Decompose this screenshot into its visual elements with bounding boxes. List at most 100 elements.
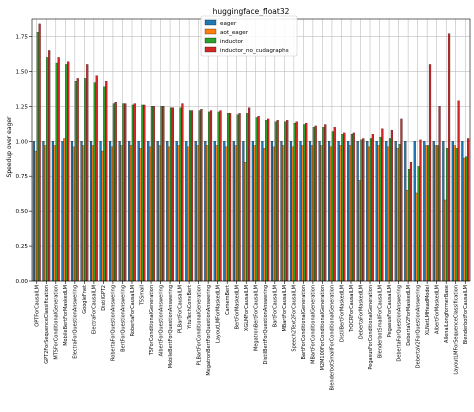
x-tick-label: RobertaForQuestionAnswering [111, 285, 117, 361]
bar-inductor [112, 103, 115, 282]
bar-aot_eager [63, 138, 66, 282]
bar-inductor [303, 124, 306, 282]
bar-inductor_no_cudagraphs [371, 134, 374, 282]
bar-inductor_no_cudagraphs [219, 110, 222, 282]
bar-inductor [350, 134, 354, 282]
bar-inductor_no_cudagraphs [447, 33, 451, 282]
bar-inductor [246, 113, 249, 282]
bar-aot_eager [406, 190, 409, 282]
x-tick-label: PLBartForCausalLM [177, 285, 183, 333]
bar-inductor [122, 103, 125, 282]
bar-eager [42, 141, 45, 282]
x-tick-label: MobileBertForMaskedLM [63, 285, 69, 346]
x-tick-label: YituTechConvBert [187, 285, 193, 330]
bar-inductor [274, 121, 277, 282]
bar-inductor_no_cudagraphs [333, 127, 336, 282]
bar-inductor [179, 107, 182, 282]
bar-inductor_no_cudagraphs [276, 120, 279, 282]
bar-eager [375, 141, 378, 282]
bar-aot_eager [310, 145, 314, 282]
bar-aot_eager [91, 145, 95, 282]
bar-inductor [217, 111, 220, 282]
bar-aot_eager [463, 157, 466, 282]
x-tick-label: OPTForCausalLM [35, 285, 41, 327]
bar-inductor [141, 104, 144, 282]
bars [32, 23, 470, 282]
x-tick-label: GoogleFnet [82, 285, 88, 314]
bar-inductor [293, 122, 296, 282]
bar-inductor [198, 110, 201, 282]
y-tick-label: 0.25 [16, 244, 29, 250]
bar-inductor [427, 145, 430, 282]
x-tick-label: RobertaForCausalLM [130, 285, 136, 336]
bar-inductor [436, 145, 439, 282]
bar-inductor_no_cudagraphs [381, 128, 384, 282]
bar-inductor_no_cudagraphs [38, 23, 41, 282]
bar-aot_eager [253, 145, 256, 282]
bar-eager [166, 141, 169, 282]
legend-label-inductor: inductor [220, 39, 244, 45]
bar-inductor_no_cudagraphs [152, 106, 155, 282]
bar-inductor_no_cudagraphs [419, 139, 422, 282]
bar-inductor [284, 121, 287, 282]
bar-aot_eager [234, 145, 237, 282]
legend-swatch-inductor_no_cudagraphs [204, 46, 217, 53]
x-tick-label: BertForQuestionAnswering [120, 285, 126, 352]
x-tick-label: ElectraForCausalLM [92, 285, 98, 334]
x-tick-label: XLNetLMHeadModel [425, 285, 431, 335]
bar-inductor_no_cudagraphs [190, 110, 194, 282]
bar-inductor_no_cudagraphs [428, 64, 432, 282]
bar-inductor [369, 138, 373, 282]
bar-inductor_no_cudagraphs [238, 113, 241, 282]
bar-inductor [398, 143, 401, 282]
bar-aot_eager [139, 148, 142, 282]
legend-swatch-eager [204, 19, 217, 26]
bar-aot_eager [387, 146, 390, 282]
x-tick-label: MobileBertForQuestionAnswering [168, 285, 174, 368]
bar-eager [280, 141, 283, 282]
y-tick-label: 0.75 [16, 174, 29, 180]
bar-inductor [55, 62, 58, 282]
bar-aot_eager [101, 150, 104, 282]
bar-inductor [465, 156, 468, 282]
legend: eager aot_eager inductor inductor_no_cudagr… [200, 15, 298, 57]
bar-inductor_no_cudagraphs [267, 118, 270, 282]
bar-eager [356, 141, 359, 282]
bar-eager [366, 141, 369, 282]
bar-inductor_no_cudagraphs [124, 103, 127, 282]
y-tick-label: 1.25 [16, 104, 29, 110]
bar-aot_eager [358, 180, 361, 282]
x-tick-label: PegasusForConditionalGeneration [368, 285, 374, 370]
y-tick-label: 1.50 [16, 69, 29, 75]
bar-inductor [322, 127, 325, 282]
bar-aot_eager [177, 145, 180, 282]
bar-aot_eager [34, 150, 37, 282]
bar-inductor_no_cudagraphs [390, 129, 393, 282]
legend-label-inductor_no_cudagraphs: inductor_no_cudagraphs [220, 48, 289, 54]
bar-eager [394, 141, 397, 282]
bar-inductor_no_cudagraphs [57, 57, 60, 282]
x-tick-label: MBartForCausalLM [282, 285, 288, 332]
x-tick-label: Speech2Text2ForCausalLM [292, 285, 298, 352]
bar-eager [337, 141, 340, 282]
bar-eager [156, 141, 159, 282]
x-tick-label: BartForCausalLM [273, 285, 279, 327]
x-tick-label: PegasusForCausalLM [387, 285, 393, 337]
bar-eager [451, 141, 454, 282]
bar-aot_eager [187, 146, 190, 282]
bar-inductor [93, 82, 96, 282]
legend-swatch-aot_eager [204, 28, 217, 35]
bar-inductor_no_cudagraphs [305, 122, 308, 282]
bar-eager [308, 141, 312, 282]
bar-eager [175, 141, 178, 282]
x-tick-label: GPT2ForSequenceClassification [44, 285, 50, 364]
bar-eager [347, 141, 350, 282]
bar-inductor_no_cudagraphs [314, 125, 317, 282]
x-tick-label: BartForConditionalGeneration [301, 285, 307, 360]
bar-inductor [46, 57, 49, 282]
bar-inductor_no_cudagraphs [248, 107, 251, 282]
bar-eager [70, 141, 74, 282]
bar-aot_eager [148, 146, 152, 282]
bar-aot_eager [320, 145, 323, 282]
